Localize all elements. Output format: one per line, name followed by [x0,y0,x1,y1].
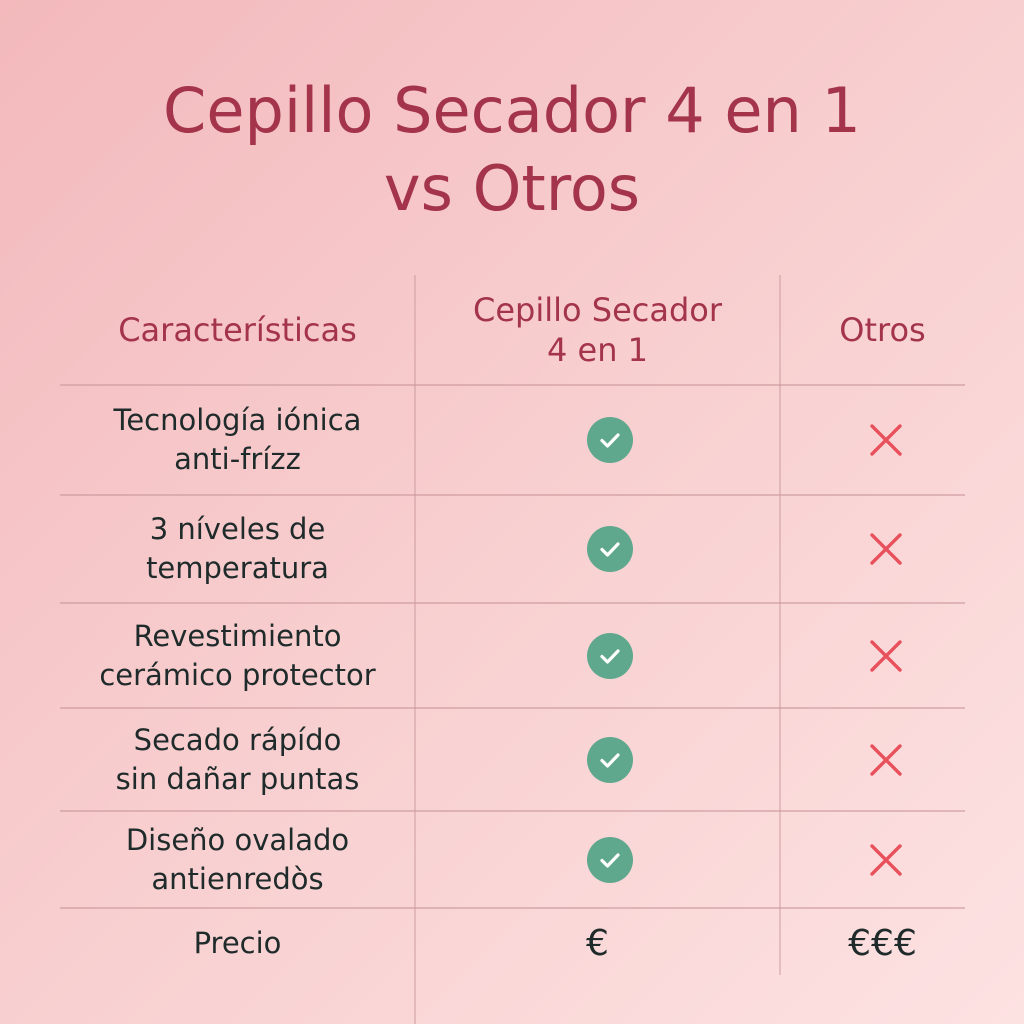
feature-label: Revestimiento cerámico protector [99,618,376,692]
row-divider [60,810,965,812]
product-cell [415,708,805,811]
feature-label: Tecnología iónica anti-frízz [113,403,362,476]
title-line-2: vs Otros [383,152,641,225]
price-label: Precio [193,925,282,960]
row-divider [60,494,965,496]
row-divider [60,384,965,386]
column-divider [414,275,416,1024]
check-icon [587,417,633,463]
others-cell [780,811,992,908]
others-cell [780,603,992,708]
check-icon [587,632,633,679]
row-divider [60,707,965,709]
row-divider [60,602,965,604]
price-product: € [586,922,609,964]
title-line-1: Cepillo Secador 4 en 1 [163,74,861,147]
header-others: Otros [839,311,926,349]
row-divider [60,907,965,909]
cross-icon [870,843,902,876]
column-divider [779,275,781,975]
feature-label: Diseño ovalado antienredòs [125,822,350,896]
cross-icon [870,424,902,456]
check-icon [587,836,633,883]
others-cell [780,385,992,495]
feature-label: Secado rápído sin dañar puntas [115,722,360,796]
cross-icon [870,639,902,672]
check-icon [587,526,633,572]
feature-label: 3 níveles de temperatura [146,512,329,585]
header-features: Características [118,311,357,349]
product-cell [415,811,805,908]
price-others: €€€ [848,922,917,964]
header-product: Cepillo Secador 4 en 1 [472,291,722,369]
product-cell [415,603,805,708]
product-cell [415,495,805,603]
check-icon [587,736,633,783]
others-cell [780,708,992,811]
page-title: Cepillo Secador 4 en 1 vs Otros [0,72,1024,228]
cross-icon [870,533,902,565]
cross-icon [870,743,902,776]
others-cell [780,495,992,603]
product-cell [415,385,805,495]
